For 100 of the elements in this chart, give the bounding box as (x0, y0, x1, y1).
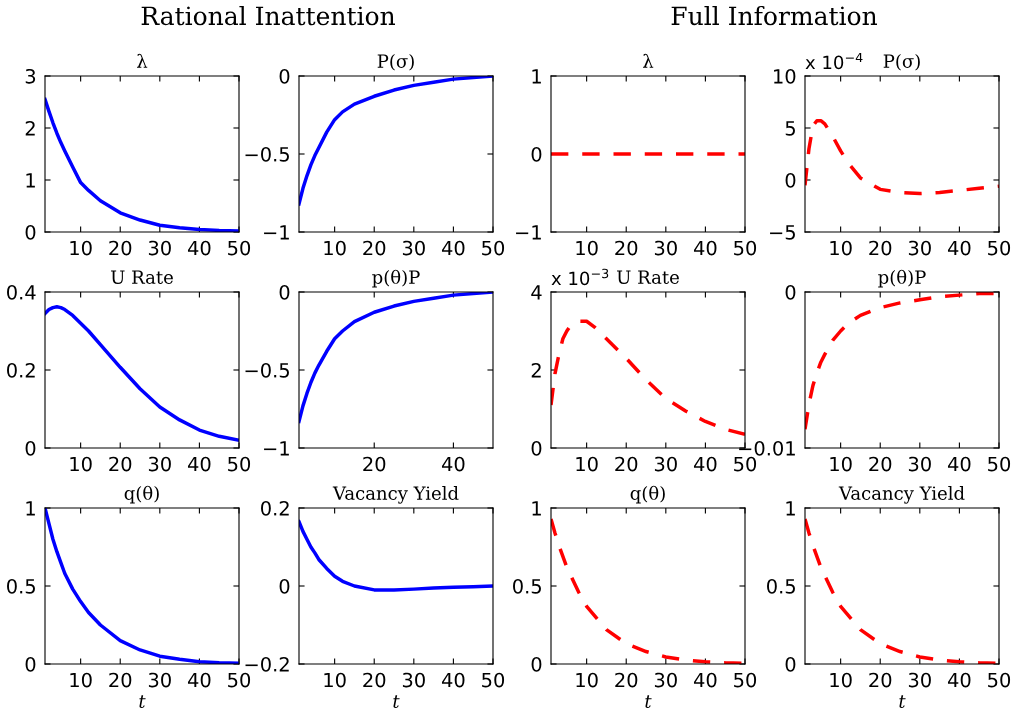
y-tick-label: 3 (25, 68, 36, 84)
chart-title: q(θ) (124, 485, 159, 504)
x-tick-label: 50 (482, 672, 505, 688)
y-tick-label: 0 (785, 656, 796, 672)
y-tick-label: 0.5 (7, 578, 35, 594)
x-axis-title: t (645, 695, 652, 708)
y-tick-label: 0.2 (261, 500, 289, 516)
chart-title: Vacancy Yield (838, 485, 965, 504)
x-tick-label: 10 (830, 456, 852, 472)
x-tick-label: 20 (109, 672, 132, 688)
y-tick-label: 0 (785, 284, 796, 300)
x-tick-label: 50 (734, 672, 757, 688)
x-tick-label: 50 (734, 240, 757, 256)
x-tick-label: 30 (148, 672, 171, 688)
x-axis-title: t (393, 695, 400, 708)
line-series (45, 305, 239, 442)
x-tick-label: 30 (148, 240, 171, 256)
x-tick-label: 40 (947, 456, 971, 472)
x-tick-label: 20 (615, 240, 638, 256)
y-tick-label: −1 (264, 441, 289, 456)
chart-title: U Rate (617, 270, 679, 284)
x-tick-label: 10 (576, 672, 598, 688)
x-tick-label: 20 (869, 456, 892, 472)
chart-title: λ (643, 53, 654, 68)
x-tick-label: 40 (187, 240, 211, 256)
line-series (551, 319, 745, 437)
x-tick-label: 30 (908, 456, 931, 472)
y-tick-label: 0 (531, 440, 542, 456)
x-tick-label: 10 (70, 456, 92, 472)
y-tick-label: −1 (264, 225, 289, 240)
y-tick-label: 1 (786, 501, 795, 516)
x-tick-label: 40 (947, 240, 971, 256)
chart-title: p(θ)P (372, 269, 420, 288)
x-tick-label: 40 (187, 456, 211, 472)
x-tick-label: 10 (70, 240, 92, 256)
chart-title: λ (137, 53, 148, 68)
x-tick-label: 50 (482, 240, 505, 256)
x-tick-label: 20 (615, 456, 638, 472)
x-axis-title: t (139, 695, 146, 708)
x-tick-label: 30 (654, 240, 677, 256)
x-tick-label: 40 (693, 240, 717, 256)
x-tick-label: 20 (869, 240, 892, 256)
y-tick-label: 0 (279, 578, 290, 594)
x-axis-title: t (899, 695, 906, 708)
x-tick-label: 30 (654, 672, 677, 688)
y-tick-label: 2 (25, 120, 35, 136)
x-tick-label: 20 (363, 240, 386, 256)
chart-subtitle: Full Information (671, 5, 878, 26)
x-tick-label: 30 (148, 456, 171, 472)
x-tick-label: 50 (988, 672, 1011, 688)
x-tick-label: 50 (228, 240, 251, 256)
y-tick-label: 0 (25, 224, 36, 240)
x-tick-label: 30 (908, 672, 931, 688)
x-tick-label: 20 (109, 240, 132, 256)
chart-subtitle: Rational Inattention (141, 5, 395, 26)
x-tick-label: 20 (615, 672, 638, 688)
y-tick-label: 1 (26, 173, 35, 188)
y-tick-label: 0 (785, 172, 796, 188)
x-tick-label: 20 (109, 456, 132, 472)
x-tick-label: 20 (869, 672, 892, 688)
x-tick-label: 50 (734, 456, 757, 472)
x-tick-label: 30 (402, 672, 425, 688)
x-tick-label: 50 (228, 672, 251, 688)
x-tick-label: 40 (947, 672, 971, 688)
line-series (299, 519, 493, 592)
x-tick-label: 20 (363, 456, 386, 472)
y-tick-label: 1 (532, 69, 541, 84)
y-tick-label: 0.5 (513, 578, 541, 594)
y-tick-label: 5 (785, 121, 795, 136)
y-tick-label: 0.5 (767, 578, 795, 594)
y-tick-label: −5 (770, 225, 795, 240)
x-tick-label: 10 (830, 240, 852, 256)
x-tick-label: 40 (693, 672, 717, 688)
x-tick-label: 50 (988, 240, 1011, 256)
x-tick-label: 40 (441, 672, 465, 688)
y-tick-label: −1 (516, 225, 541, 240)
y-tick-label: −0.5 (245, 362, 289, 378)
y-tick-label: −0.01 (739, 440, 795, 456)
chart-title: U Rate (111, 270, 173, 284)
x-tick-label: 10 (576, 240, 598, 256)
text: x 10$^{−4}$ (805, 52, 863, 70)
y-tick-label: 0 (279, 68, 290, 84)
x-tick-label: 40 (693, 456, 717, 472)
x-tick-label: 40 (187, 672, 211, 688)
y-tick-label: 0 (531, 656, 542, 672)
y-tick-label: −0.5 (245, 146, 289, 162)
y-tick-label: 10 (774, 68, 796, 84)
y-tick-label: 0.2 (7, 362, 35, 378)
y-tick-label: 4 (531, 285, 542, 300)
y-tick-label: 0.4 (7, 284, 36, 300)
x-tick-label: 30 (908, 240, 931, 256)
x-tick-label: 10 (324, 240, 346, 256)
y-tick-label: 0 (25, 440, 36, 456)
chart-title: Vacancy Yield (332, 485, 459, 504)
y-tick-label: 0 (531, 146, 542, 162)
y-tick-label: 0 (25, 656, 36, 672)
x-tick-label: 10 (830, 672, 852, 688)
x-tick-label: 50 (228, 456, 251, 472)
x-tick-label: 30 (402, 240, 425, 256)
x-tick-label: 40 (441, 456, 465, 472)
